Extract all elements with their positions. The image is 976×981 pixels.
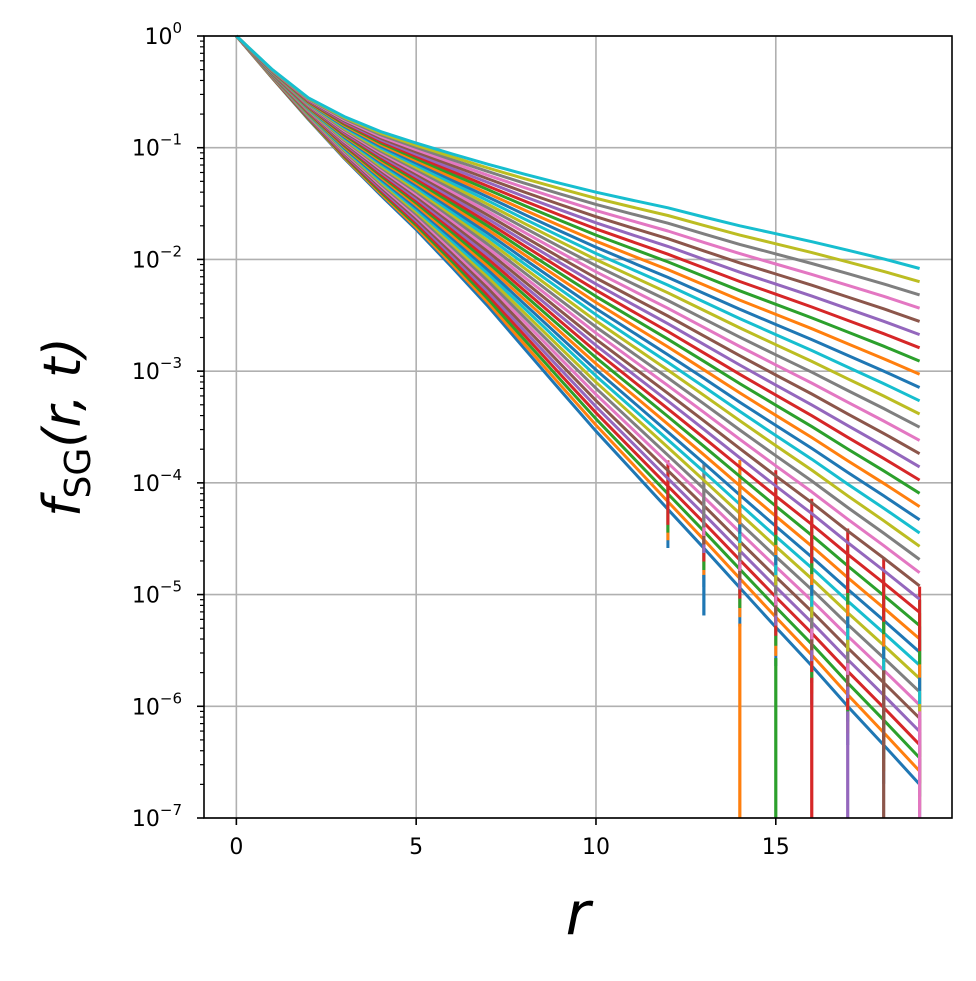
y-tick-label: 10−7 [132, 801, 182, 832]
y-tick-exponent: −4 [160, 466, 182, 484]
x-tick-label: 10 [582, 835, 610, 860]
y-tick-exponent: −1 [160, 131, 182, 149]
y-axis-label-args: (r, t) [33, 337, 93, 448]
y-tick-base: 10 [132, 360, 160, 385]
x-tick-label: 15 [762, 835, 790, 860]
x-tick-label: 5 [409, 835, 423, 860]
y-tick-exponent: −6 [160, 689, 182, 707]
y-tick-base: 10 [132, 807, 160, 832]
y-tick-label: 10−5 [132, 578, 182, 609]
y-tick-label: 10−1 [132, 131, 182, 162]
y-tick-label: 10−6 [132, 689, 182, 720]
series-line [235, 34, 920, 270]
plot-frame [203, 35, 953, 819]
y-tick-base: 10 [132, 472, 160, 497]
y-axis-label-subscript: SG [58, 448, 99, 499]
series-layer [235, 34, 922, 818]
y-tick-label: 10−3 [132, 354, 182, 385]
y-tick-base: 10 [132, 248, 160, 273]
x-axis-label: r [566, 879, 594, 949]
y-tick-label: 100 [144, 19, 182, 50]
y-tick-base: 10 [132, 584, 160, 609]
x-tick-label: 0 [229, 835, 243, 860]
y-tick-label: 10−4 [132, 466, 182, 497]
y-tick-label: 10−2 [132, 242, 182, 273]
y-tick-exponent: −7 [160, 801, 182, 819]
y-tick-base: 10 [144, 25, 172, 50]
y-axis-label: fSG(r, t) [33, 337, 99, 517]
y-tick-exponent: −5 [160, 578, 182, 596]
y-tick-exponent: 0 [172, 19, 182, 37]
y-tick-exponent: −2 [160, 242, 182, 260]
y-tick-exponent: −3 [160, 354, 182, 372]
y-tick-base: 10 [132, 137, 160, 162]
y-tick-base: 10 [132, 695, 160, 720]
